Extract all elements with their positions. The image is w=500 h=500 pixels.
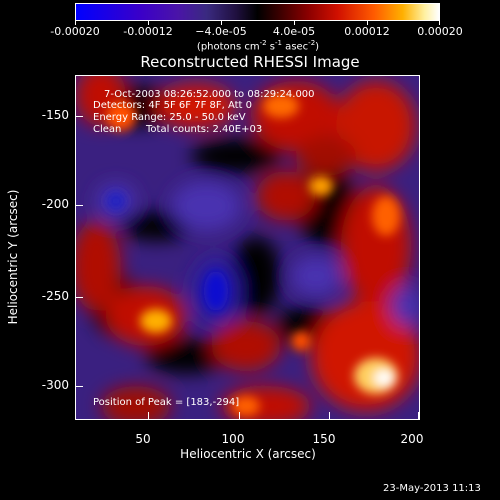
colorbar-tick xyxy=(75,20,76,25)
colorbar-tick xyxy=(439,20,440,25)
colorbar-tick-label: -0.00020 xyxy=(50,25,100,38)
y-tick xyxy=(76,205,83,206)
colorbar-unit: (photons cm-2 s-1 asec-2) xyxy=(196,39,320,53)
annotation-energy-range: Energy Range: 25.0 - 50.0 keV xyxy=(93,112,246,123)
annotation-clean: Clean xyxy=(93,124,122,135)
colorbar-ticks xyxy=(75,3,440,27)
rhessi-image xyxy=(75,75,420,420)
y-tick-label: -300 xyxy=(41,378,69,392)
y-tick-label: -200 xyxy=(41,197,69,211)
map-hotspots xyxy=(106,94,400,416)
x-axis-label: Heliocentric X (arcsec) xyxy=(180,447,316,461)
x-tick-label: 50 xyxy=(135,432,151,446)
colorbar-tick xyxy=(294,20,295,25)
x-tick-label: 200 xyxy=(400,432,424,446)
x-tick-label: 150 xyxy=(312,432,336,446)
colorbar-tick-label: -0.00012 xyxy=(123,25,173,38)
colorbar-tick-label: −4.0e-05 xyxy=(195,25,247,38)
colorbar xyxy=(75,3,440,21)
colorbar-tick-label: 0.00020 xyxy=(417,25,463,38)
annotation-peak-position: Position of Peak = [183,-294] xyxy=(93,397,240,408)
y-axis-label: Heliocentric Y (arcsec) xyxy=(6,189,20,325)
rhessi-map xyxy=(76,76,419,419)
y-tick-label: -250 xyxy=(41,289,69,303)
x-tick xyxy=(148,412,149,419)
plot-title: Reconstructed RHESSI Image xyxy=(140,53,360,71)
x-tick xyxy=(329,412,330,419)
colorbar-tick-label: 4.0e-05 xyxy=(272,25,316,38)
annotation-detectors: Detectors: 4F 5F 6F 7F 8F, Att 0 xyxy=(93,100,253,111)
x-tick-label: 100 xyxy=(221,432,245,446)
colorbar-tick-label: 0.00012 xyxy=(344,25,390,38)
x-tick xyxy=(418,412,419,419)
colorbar-tick xyxy=(221,20,222,25)
x-tick xyxy=(239,412,240,419)
y-tick xyxy=(76,297,83,298)
y-tick xyxy=(76,116,83,117)
map-blobs xyxy=(76,76,419,419)
y-tick xyxy=(76,386,83,387)
annotation-time-range: 7-Oct-2003 08:26:52.000 to 08:29:24.000 xyxy=(104,89,315,100)
colorbar-tick xyxy=(148,20,149,25)
timestamp: 23-May-2013 11:13 xyxy=(383,483,481,494)
annotation-total-counts: Total counts: 2.40E+03 xyxy=(146,124,263,135)
y-tick-label: -150 xyxy=(41,108,69,122)
colorbar-tick xyxy=(367,20,368,25)
